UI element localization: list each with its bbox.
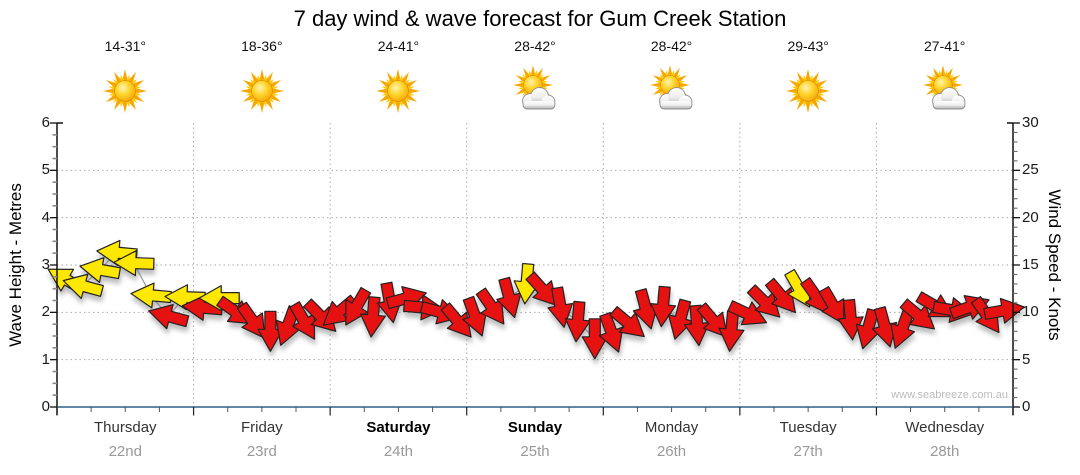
day-date: 22nd: [108, 443, 142, 460]
right-axis-tick-label: 25: [1022, 161, 1039, 179]
wind-direction-arrow: [837, 298, 864, 341]
wind-direction-arrow: [440, 302, 472, 338]
sun-rays: [239, 69, 284, 113]
wind-direction-arrow: [764, 277, 796, 314]
sun-icon: [103, 69, 148, 113]
wind-direction-arrow: [727, 300, 768, 326]
wind-direction-arrow: [718, 310, 745, 352]
wind-direction-arrow: [62, 273, 104, 299]
day-label-friday: Friday: [241, 419, 283, 436]
day-date: 27th: [793, 443, 823, 460]
wind-direction-arrow: [598, 311, 624, 353]
right-axis-tick-label: 20: [1022, 208, 1039, 226]
wind-direction-arrow: [79, 257, 121, 283]
temperature-range: 28-42°: [514, 38, 556, 54]
right-axis-tick-label: 30: [1022, 114, 1039, 131]
right-axis-tick-label: 15: [1022, 256, 1039, 273]
temperature-range: 14-31°: [104, 38, 146, 54]
sun-cloud-icon: [513, 66, 556, 110]
wind-direction-arrow: [983, 297, 1025, 324]
wind-direction-arrow: [148, 303, 190, 330]
left-axis-tick-label: 6: [41, 114, 50, 131]
wind-direction-arrow: [525, 271, 558, 307]
temperature-range: 29-43°: [787, 38, 829, 54]
sun-icon: [786, 69, 831, 113]
day-label-thursday: Thursday: [94, 419, 157, 436]
left-axis-tick-label: 1: [41, 350, 50, 368]
watermark: www.seabreeze.com.au: [891, 389, 1008, 401]
left-axis-tick-label: 2: [41, 303, 50, 321]
wind-direction-arrow: [475, 287, 505, 325]
day-label-monday: Monday: [644, 419, 699, 436]
sun-icon: [239, 69, 284, 113]
wind-direction-arrow: [496, 276, 522, 319]
gridlines: [57, 123, 1013, 407]
wind-direction-arrow: [257, 310, 284, 352]
wind-direction-arrow: [683, 304, 711, 347]
day-label-tuesday: Tuesday: [779, 419, 837, 436]
temperature-range: 24-41°: [377, 38, 420, 54]
day-label-wednesday: Wednesday: [905, 419, 985, 436]
cloud: [522, 87, 556, 110]
day-label-sunday: Sunday: [507, 419, 563, 436]
cloud: [931, 87, 966, 110]
left-axis-tick-label: 3: [41, 256, 50, 273]
wind-direction-arrow: [818, 286, 845, 325]
wind-direction-arrow: [746, 284, 781, 318]
day-date: 26th: [656, 443, 687, 460]
day-date: 24th: [383, 443, 414, 460]
sun-cloud-icon: [649, 66, 692, 110]
wind-direction-arrow: [289, 301, 316, 340]
sun-icon: [376, 69, 421, 113]
wind-direction-arrow: [667, 298, 694, 340]
day-date: 23rd: [246, 443, 277, 460]
wind-direction-arrow: [359, 296, 387, 338]
left-axis-tick-label: 0: [41, 398, 50, 415]
chart-title: 7 day wind & wave forecast for Gum Creek…: [293, 6, 787, 31]
right-axis-tick-label: 5: [1022, 350, 1031, 368]
left-axis-tick-label: 4: [41, 208, 50, 226]
sun-cloud-icon: [922, 66, 966, 110]
wind-direction-arrow: [609, 306, 645, 338]
wind-direction-arrow: [345, 286, 372, 326]
temperature-range: 18-36°: [241, 38, 283, 54]
day-date: 25th: [520, 443, 550, 460]
day-date: 28th: [930, 443, 960, 460]
sun-rays: [376, 69, 421, 113]
temperature-range: 28-42°: [650, 38, 693, 54]
wind-direction-arrow: [547, 286, 574, 328]
wind-direction-arrow: [564, 300, 591, 343]
wind-direction-arrow: [130, 282, 172, 309]
wind-arrows: [47, 239, 1025, 360]
axes: [50, 122, 1020, 416]
wind-direction-arrow: [890, 308, 916, 349]
temperature-range: 27-41°: [924, 38, 966, 54]
right-axis-tick-label: 10: [1022, 303, 1039, 321]
day-label-saturday: Saturday: [366, 419, 431, 436]
right-axis-tick-label: 0: [1022, 398, 1031, 415]
wind-direction-arrow: [113, 250, 155, 277]
wind-direction-arrow: [650, 285, 677, 328]
left-axis-tick-label: 5: [41, 161, 50, 179]
sun-rays: [103, 69, 148, 113]
sun-rays: [786, 69, 831, 113]
cloud: [658, 87, 692, 110]
